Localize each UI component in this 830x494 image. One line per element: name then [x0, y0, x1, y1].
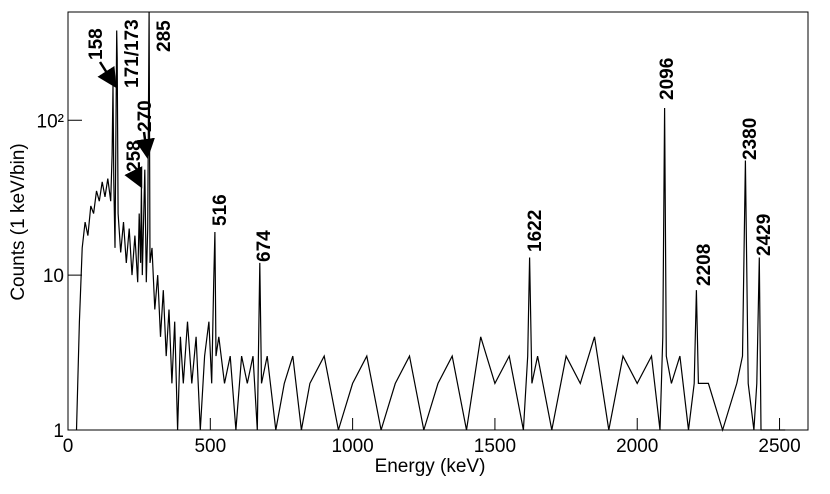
y-axis-title: Counts (1 keV/bin)	[8, 143, 29, 300]
peak-label: 516	[210, 194, 231, 226]
y-tick-label: 1	[53, 421, 64, 442]
spectrum-line	[75, 11, 786, 433]
x-tick-label: 1000	[331, 436, 373, 457]
x-tick-label: 2500	[758, 436, 800, 457]
plot-frame	[67, 11, 809, 431]
x-tick-label: 1500	[474, 436, 516, 457]
peak-label: 258	[124, 140, 145, 172]
peak-label: 158	[86, 28, 107, 60]
x-tick-label: 0	[63, 436, 74, 457]
peak-label: 171/173	[122, 19, 143, 88]
arrow	[97, 61, 117, 89]
peak-label: 2380	[740, 118, 761, 160]
peak-label: 270	[135, 100, 156, 132]
peak-label: 285	[154, 20, 175, 52]
peak-label: 2429	[754, 214, 775, 256]
peak-label: 2096	[657, 58, 678, 100]
arrow	[135, 131, 155, 159]
x-axis-title: Energy (keV)	[375, 456, 486, 477]
x-tick-label: 500	[194, 436, 226, 457]
arrows	[97, 61, 155, 189]
x-tick-label: 2000	[616, 436, 658, 457]
arrow	[124, 166, 143, 189]
y-tick-label: 10	[43, 266, 64, 287]
peak-label: 1622	[525, 210, 546, 252]
peak-label: 674	[254, 230, 275, 262]
y-tick-label: 10²	[37, 111, 64, 132]
peak-label: 2208	[694, 244, 715, 286]
